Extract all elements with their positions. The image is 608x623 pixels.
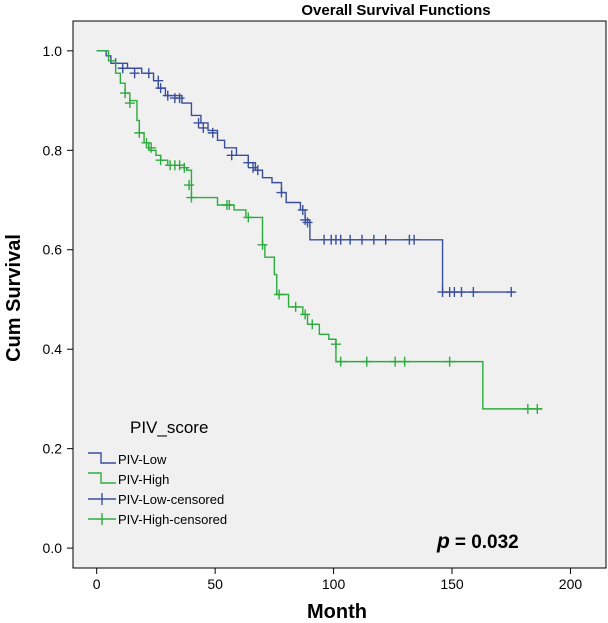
censor-mark-piv-high-11 (186, 192, 197, 203)
censor-mark-piv-high-20 (330, 339, 341, 350)
censor-mark-piv-low-25 (357, 234, 368, 245)
censor-mark-piv-high-8 (174, 160, 185, 171)
axes: 0 50 100 150 200 0.0 0.2 0.4 0.6 0.8 1.0 (43, 43, 583, 592)
censor-mark-piv-high-19 (307, 319, 318, 330)
censor-mark-piv-low-33 (456, 287, 467, 298)
censor-mark-piv-low-35 (506, 287, 517, 298)
censor-mark-piv-high-27 (532, 403, 543, 414)
legend-label-piv-low-censored: PIV-Low-censored (118, 492, 224, 507)
censor-mark-piv-high-10 (184, 180, 195, 191)
x-axis-label: Month (307, 601, 367, 623)
censor-mark-piv-low-27 (380, 234, 391, 245)
censor-mark-piv-low-17 (297, 204, 308, 215)
x-tick-label-50: 50 (207, 576, 223, 592)
censor-mark-piv-low-14 (248, 162, 259, 173)
y-tick-label-0-6: 0.6 (43, 242, 63, 258)
y-tick-label-0-4: 0.4 (43, 341, 63, 357)
censor-mark-piv-low-10 (198, 122, 209, 133)
censor-mark-piv-high-4 (146, 142, 157, 153)
censor-mark-piv-high-3 (141, 137, 152, 148)
series-group (96, 50, 543, 414)
censor-mark-piv-low-24 (345, 234, 356, 245)
censor-mark-piv-low-29 (409, 234, 420, 245)
censor-mark-piv-high-22 (361, 356, 372, 367)
censor-mark-piv-high-24 (399, 356, 410, 367)
legend-symbol-piv-low-censored (88, 493, 116, 505)
censor-mark-piv-low-19 (302, 217, 313, 228)
censor-mark-piv-high-9 (179, 162, 190, 173)
censor-mark-piv-low-8 (174, 93, 185, 104)
censor-mark-piv-low-23 (335, 234, 346, 245)
censor-mark-piv-high-13 (224, 199, 235, 210)
x-tick-label-150: 150 (440, 576, 464, 592)
legend-label-piv-low: PIV-Low (118, 452, 167, 467)
censor-mark-piv-low-34 (468, 287, 479, 298)
censor-mark-piv-high-25 (444, 356, 455, 367)
legend-symbol-piv-low (88, 452, 116, 464)
censor-mark-piv-low-13 (243, 157, 254, 168)
legend-label-piv-high: PIV-High (118, 472, 169, 487)
plot-area (72, 20, 607, 569)
p-symbol: p (436, 530, 450, 553)
censor-mark-piv-low-15 (252, 165, 263, 176)
censor-mark-piv-high-0 (120, 88, 131, 99)
y-tick-label-0: 0.0 (43, 540, 63, 556)
x-tick-label-0: 0 (93, 576, 101, 592)
censor-mark-piv-high-17 (290, 301, 301, 312)
censor-mark-piv-high-18 (300, 309, 311, 320)
censor-mark-piv-high-5 (155, 155, 166, 166)
censor-mark-piv-high-23 (390, 356, 401, 367)
chart-title: Overall Survival Functions (301, 2, 490, 19)
censor-mark-piv-high-2 (134, 127, 145, 138)
legend-symbol-piv-high-censored (88, 513, 116, 525)
series-line-piv-low (96, 50, 514, 293)
censor-mark-piv-low-26 (368, 234, 379, 245)
legend-title: PIV_score (130, 418, 208, 437)
y-tick-label-0-8: 0.8 (43, 142, 63, 158)
y-tick-label-1: 1.0 (43, 43, 63, 59)
censor-mark-piv-high-1 (124, 98, 135, 109)
y-axis-label: Cum Survival (3, 234, 25, 362)
censor-mark-piv-low-3 (143, 68, 154, 79)
censor-mark-piv-high-14 (243, 212, 254, 223)
censor-mark-piv-low-4 (153, 75, 164, 86)
censor-mark-piv-high-21 (335, 356, 346, 367)
censor-mark-piv-low-1 (117, 63, 128, 74)
legend: PIV_score PIV-Low PIV-High PIV-Low-censore… (88, 418, 227, 527)
censor-mark-piv-low-12 (226, 150, 237, 161)
legend-symbol-piv-high (88, 472, 116, 484)
y-tick-label-0-2: 0.2 (43, 441, 63, 457)
censor-mark-piv-high-15 (257, 239, 268, 250)
censor-mark-piv-low-18 (300, 214, 311, 225)
censor-mark-piv-low-2 (129, 68, 140, 79)
x-tick-label-200: 200 (559, 576, 583, 592)
p-value-text: = 0.032 (455, 532, 519, 553)
censor-mark-piv-low-5 (155, 83, 166, 94)
censor-mark-piv-low-6 (162, 90, 173, 101)
censor-mark-piv-high-26 (522, 403, 533, 414)
x-tick-label-100: 100 (322, 576, 346, 592)
p-value-annotation: p = 0.032 (436, 530, 519, 553)
censor-mark-piv-high-16 (274, 289, 285, 300)
censor-mark-piv-low-9 (193, 117, 204, 128)
censor-mark-piv-low-11 (207, 127, 218, 138)
censor-mark-piv-low-16 (276, 187, 287, 198)
legend-label-piv-high-censored: PIV-High-censored (118, 512, 227, 527)
